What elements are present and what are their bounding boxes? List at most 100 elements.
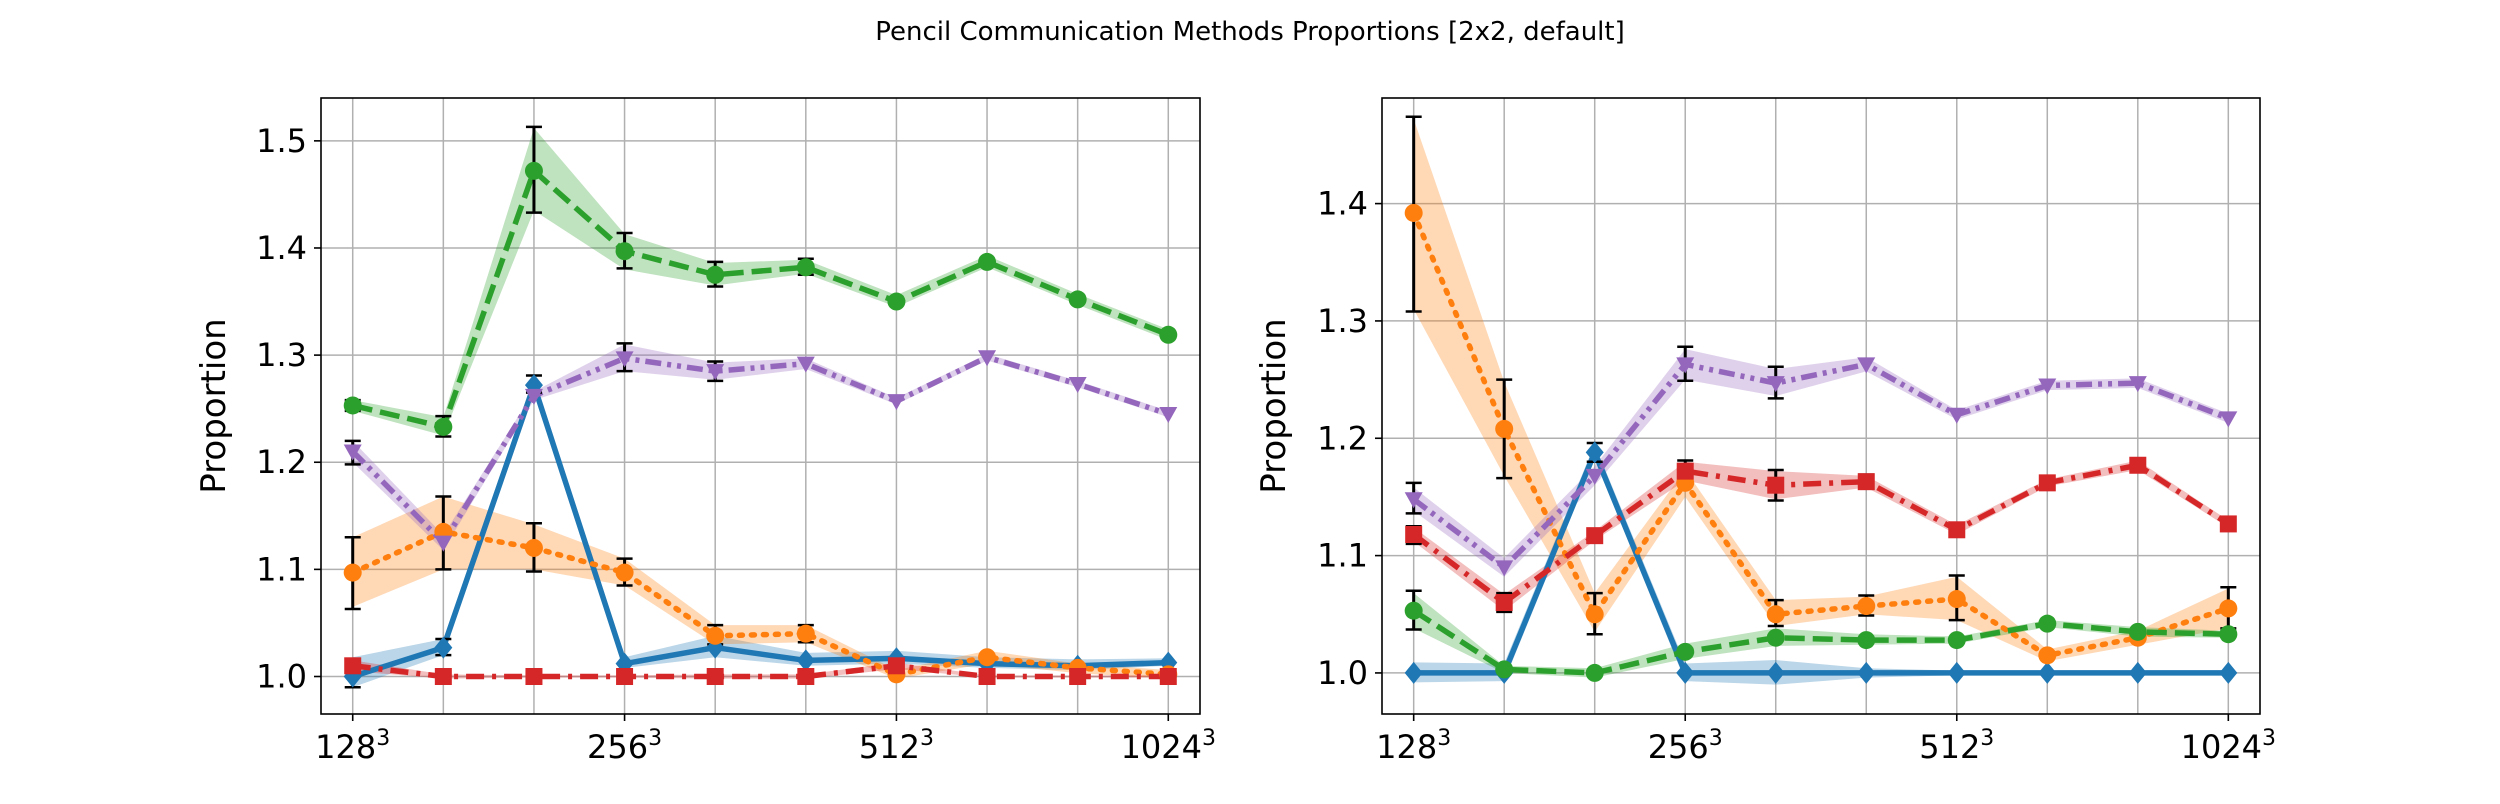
series-line-3: [1412, 608, 2229, 676]
plot-area: [1404, 115, 2238, 685]
data-point: [1159, 407, 1178, 424]
confidence-band-2: [352, 496, 1169, 679]
data-point: [1857, 661, 1876, 684]
data-point: [1676, 462, 1694, 480]
data-point: [796, 624, 815, 643]
x-tick-label: 1283: [1376, 726, 1451, 766]
series-line-5: [1412, 361, 2230, 571]
series-markers-4: [1405, 456, 2237, 612]
y-tick-label: 1.1: [1317, 537, 1368, 575]
data-point: [706, 265, 725, 284]
data-point: [1405, 525, 1423, 543]
axes-frame: [1381, 97, 2261, 715]
data-point: [1857, 357, 1876, 374]
series-markers-4: [344, 657, 1177, 686]
figure-suptitle: Pencil Communication Methods Proportions…: [875, 17, 1624, 47]
series-markers-3: [1404, 601, 2238, 682]
data-point: [434, 417, 453, 436]
x-tick-label: 10243: [1121, 726, 1216, 766]
x-tick-label: 5123: [859, 726, 934, 766]
series-line-3: [352, 168, 1170, 430]
data-point: [1495, 419, 1514, 438]
data-point: [1857, 631, 1876, 650]
series-markers-3: [343, 161, 1178, 436]
data-point: [1585, 468, 1604, 485]
data-point: [1159, 325, 1178, 344]
x-tick-label: 5123: [1919, 726, 1994, 766]
data-point: [887, 292, 906, 311]
y-axis-label: Proportion: [194, 318, 234, 493]
data-point: [1766, 376, 1785, 393]
data-point: [615, 351, 634, 368]
x-tick-label: 2563: [1648, 726, 1723, 766]
data-point: [1404, 661, 1423, 684]
data-point: [434, 636, 453, 659]
data-point: [1676, 642, 1695, 661]
y-tick-label: 1.0: [256, 658, 307, 696]
data-point: [1069, 668, 1087, 686]
y-axis-label: Proportion: [1254, 318, 1294, 493]
data-point: [2038, 474, 2056, 492]
data-point: [796, 649, 815, 672]
series-markers-5: [343, 350, 1178, 552]
y-tick-label: 1.2: [1317, 419, 1368, 457]
data-point: [978, 252, 997, 271]
data-point: [1585, 663, 1604, 682]
data-point: [887, 394, 906, 411]
confidence-band-3: [352, 127, 1169, 436]
data-point: [1068, 377, 1087, 394]
data-point: [2128, 661, 2147, 684]
y-tick-label: 1.4: [256, 229, 307, 267]
data-point: [615, 242, 634, 261]
data-point: [2038, 614, 2057, 633]
plot-area: [343, 125, 1178, 689]
series-markers-5: [1404, 357, 2238, 577]
data-point: [1948, 521, 1966, 539]
data-point: [1585, 605, 1604, 624]
series-line-4: [352, 663, 1169, 680]
data-point: [706, 668, 724, 686]
data-point: [1947, 590, 1966, 609]
subplot-1: 1.0 1.1 1.2 1.3 1.4 1.5 1283 2563 5123 10243 Propo…: [194, 97, 1216, 766]
data-point: [2038, 661, 2057, 684]
data-point: [525, 668, 543, 686]
data-point: [2219, 411, 2238, 428]
data-point: [1586, 527, 1604, 545]
data-point: [2219, 661, 2238, 684]
x-tick-label: 10243: [2181, 726, 2276, 766]
y-tick-label: 1.0: [1317, 654, 1368, 692]
data-point: [1947, 407, 1966, 424]
data-point: [1676, 661, 1695, 684]
data-point: [1404, 203, 1423, 222]
data-point: [434, 535, 453, 552]
data-point: [1676, 357, 1695, 374]
data-point: [978, 350, 997, 367]
data-point: [1585, 441, 1604, 464]
data-point: [2219, 515, 2237, 533]
data-point: [615, 563, 634, 582]
data-point: [706, 364, 725, 381]
data-point: [2128, 376, 2147, 393]
data-point: [524, 388, 543, 405]
data-point: [1766, 661, 1785, 684]
data-point: [796, 258, 815, 277]
data-point: [434, 668, 452, 686]
series-line-2: [349, 529, 1172, 678]
data-point: [1767, 476, 1785, 494]
y-tick-label: 1.5: [256, 122, 307, 160]
data-point: [1159, 668, 1177, 686]
data-point: [524, 538, 543, 557]
data-point: [1947, 631, 1966, 650]
x-tick-label: 2563: [587, 726, 662, 766]
y-tick-label: 1.3: [256, 336, 307, 374]
data-point: [524, 161, 543, 180]
subplot-2: 1.0 1.1 1.2 1.3 1.4 1283 2563 5123 10243 Proporti…: [1254, 97, 2276, 766]
data-point: [344, 657, 362, 675]
data-point: [1766, 628, 1785, 647]
data-point: [1766, 605, 1785, 624]
data-point: [1857, 473, 1875, 491]
data-point: [2128, 622, 2147, 641]
data-point: [1068, 290, 1087, 309]
